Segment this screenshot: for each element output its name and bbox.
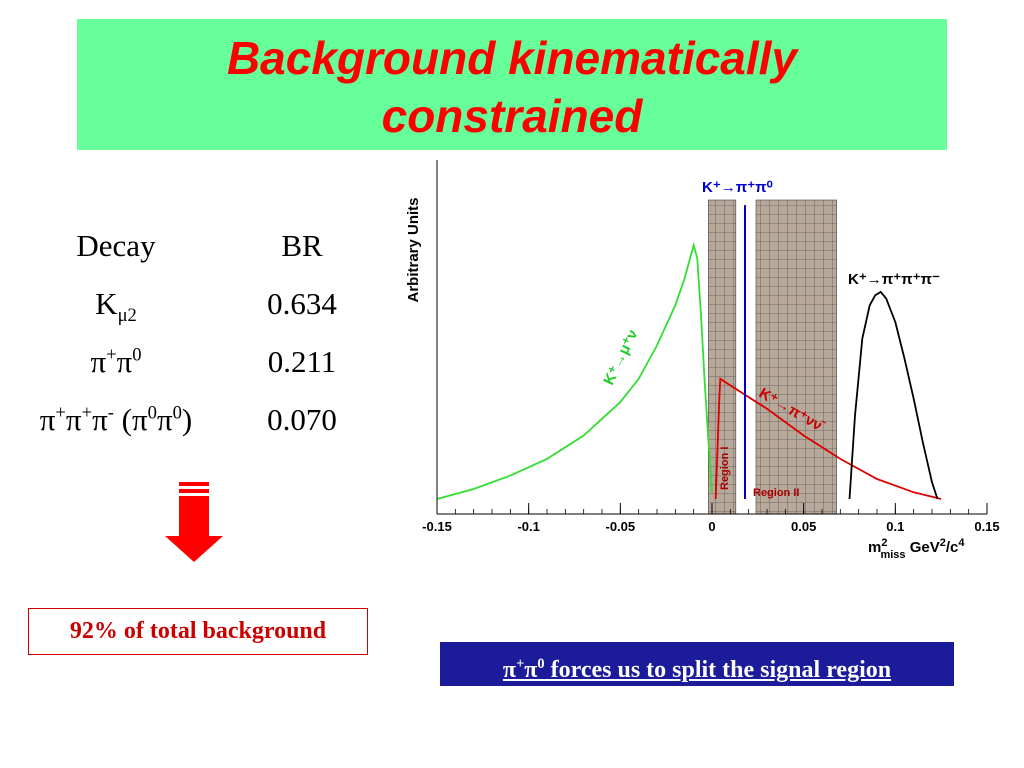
signal-region-2 [755,199,837,515]
decay-kmu2: Kμ2 [95,286,137,327]
k3pi-label: K⁺→π⁺π⁺π⁻ [848,271,940,288]
decay-pipi0: π+π0 [90,344,142,379]
background-percentage-note: 92% of total background [28,608,368,655]
br-value: 0.211 [267,344,337,379]
x-tick-label: -0.15 [422,519,452,534]
title-line-1: Background kinematically [226,32,798,84]
series-k3pi [848,290,939,500]
signal-region-1 [708,199,737,515]
y-axis-label: Arbitrary Units [405,197,422,302]
br-header: BR [281,228,323,263]
x-tick-label: -0.1 [517,519,539,534]
title-banner: Background kinematically constrained [77,19,947,150]
decay-k3pi: π+π+π- (π0π0) [39,402,193,437]
x-tick-label: 0 [708,519,715,534]
down-arrow-icon [165,482,223,562]
pipi0-label: K⁺→π⁺π⁰ [702,179,773,196]
series-kmu2 [436,241,713,500]
signal-region-note: π+π0 forces us to split the signal regio… [440,642,954,686]
br-value: 0.634 [267,286,337,321]
region-1-label: Region I [719,447,731,490]
x-tick-label: 0.1 [886,519,904,534]
region-2-label: Region II [753,487,799,499]
slide-title: Background kinematically constrained [77,29,947,145]
x-axis-label: m2 miss GeV2/c4 [868,537,965,561]
title-line-2: constrained [381,90,643,142]
decay-header: Decay [76,228,156,263]
chart-series [436,205,942,500]
x-tick-label: 0.05 [791,519,816,534]
x-tick-label: 0.15 [974,519,999,534]
signal-regions [708,199,837,515]
br-value: 0.070 [267,402,337,437]
chart-axes: Arbitrary Units m2 miss GeV2/c4 -0.15 -0.1… [405,160,1000,561]
series-kpinunu [714,377,942,500]
missing-mass-chart: Arbitrary Units m2 miss GeV2/c4 -0.15 -0.1… [405,160,1000,561]
x-tick-label: -0.05 [606,519,636,534]
kmu2-label: K⁺→μ⁺ν [600,327,641,388]
